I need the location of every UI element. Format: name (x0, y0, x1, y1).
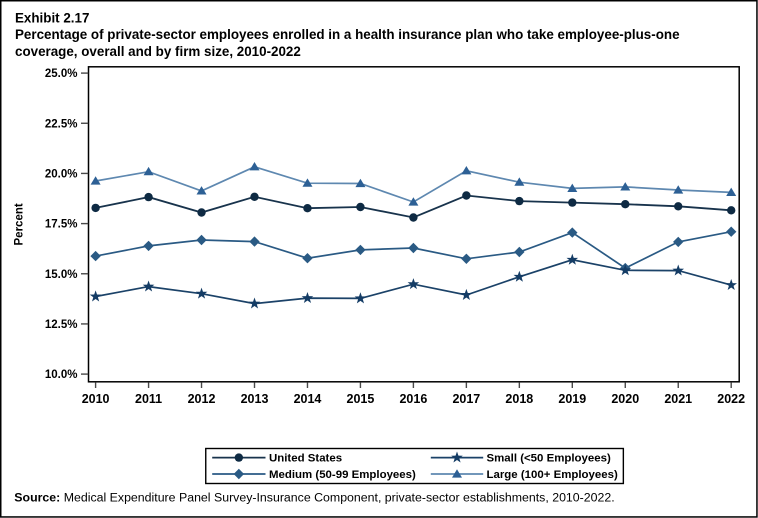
svg-text:2011: 2011 (135, 392, 162, 406)
svg-text:coverage, overall and by firm: coverage, overall and by firm size, 2010… (15, 44, 301, 59)
svg-text:2012: 2012 (188, 392, 216, 406)
svg-text:Large (100+ Employees): Large (100+ Employees) (487, 469, 618, 481)
svg-text:Small (<50 Employees): Small (<50 Employees) (487, 453, 611, 465)
svg-text:2015: 2015 (347, 392, 375, 406)
svg-text:United States: United States (269, 453, 342, 465)
svg-text:10.0%: 10.0% (45, 369, 78, 381)
svg-text:2016: 2016 (399, 392, 427, 406)
svg-text:2020: 2020 (611, 392, 639, 406)
svg-text:20.0%: 20.0% (45, 169, 78, 181)
svg-text:22.5%: 22.5% (45, 118, 78, 130)
svg-text:Percent: Percent (14, 203, 26, 245)
svg-text:Source: Medical Expenditure Pa: Source: Medical Expenditure Panel Survey… (14, 490, 614, 504)
svg-text:25.0%: 25.0% (45, 68, 78, 80)
svg-text:2014: 2014 (294, 392, 322, 406)
svg-text:2010: 2010 (82, 392, 110, 406)
svg-text:12.5%: 12.5% (45, 319, 78, 331)
svg-text:2021: 2021 (664, 392, 692, 406)
svg-text:2013: 2013 (241, 392, 269, 406)
svg-text:Medium (50-99 Employees): Medium (50-99 Employees) (269, 469, 416, 481)
svg-text:17.5%: 17.5% (45, 219, 78, 231)
svg-text:Percentage of private-sector e: Percentage of private-sector employees e… (15, 27, 680, 42)
svg-text:2018: 2018 (505, 392, 533, 406)
svg-text:2017: 2017 (452, 392, 480, 406)
svg-text:2019: 2019 (558, 392, 586, 406)
svg-text:2022: 2022 (717, 392, 745, 406)
svg-text:Exhibit 2.17: Exhibit 2.17 (15, 11, 89, 26)
svg-text:15.0%: 15.0% (45, 269, 78, 281)
